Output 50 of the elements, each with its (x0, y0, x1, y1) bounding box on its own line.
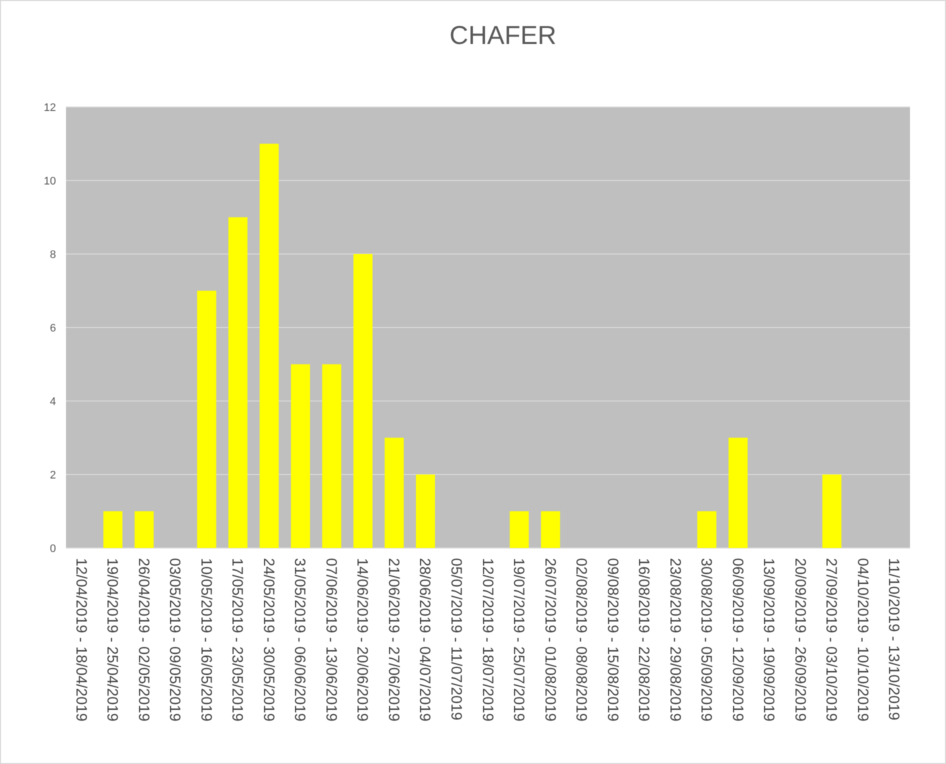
bar (322, 364, 342, 548)
bar (290, 364, 310, 548)
y-tick-label: 10 (44, 175, 56, 188)
x-tick-label: 13/09/2019 - 19/09/2019 (760, 558, 778, 722)
x-tick-label: 11/10/2019 - 13/10/2019 (885, 558, 902, 720)
bar (260, 144, 279, 548)
x-tick-label: 20/09/2019 - 26/09/2019 (791, 558, 808, 722)
x-tick-label: 19/04/2019 - 25/04/2019 (104, 558, 121, 722)
bar (228, 217, 248, 548)
x-tick-label: 14/06/2019 - 20/06/2019 (354, 558, 371, 722)
bar (134, 511, 154, 548)
x-tick-label: 26/04/2019 - 02/05/2019 (134, 558, 152, 722)
x-tick-label: 05/07/2019 - 11/07/2019 (447, 558, 464, 720)
y-tick-label: 12 (44, 102, 56, 114)
bar (728, 438, 748, 548)
x-tick-label: 30/08/2019 - 05/09/2019 (698, 558, 715, 722)
x-tick-label: 23/08/2019 - 29/08/2019 (666, 558, 684, 722)
x-tick-label: 19/07/2019 - 25/07/2019 (510, 558, 528, 722)
x-tick-label: 12/04/2019 - 18/04/2019 (72, 558, 90, 722)
y-tick-label: 0 (50, 542, 56, 555)
x-tick-label: 16/08/2019 - 22/08/2019 (635, 558, 652, 722)
bar (384, 438, 404, 548)
x-tick-label: 07/06/2019 - 13/06/2019 (322, 558, 340, 722)
bar (822, 474, 842, 548)
x-tick-label: 27/09/2019 - 03/10/2019 (822, 558, 840, 722)
x-tick-label: 09/08/2019 - 15/08/2019 (604, 558, 621, 722)
bar (197, 290, 216, 548)
bar (416, 474, 436, 548)
bar (510, 511, 529, 548)
y-tick-label: 4 (50, 396, 56, 408)
x-tick-label: 04/10/2019 - 10/10/2019 (854, 558, 871, 722)
bar (353, 254, 372, 548)
x-tick-label: 06/09/2019 - 12/09/2019 (728, 558, 746, 722)
x-tick-label: 10/05/2019 - 16/05/2019 (197, 558, 214, 722)
x-tick-label: 02/08/2019 - 08/08/2019 (572, 558, 590, 722)
x-tick-label: 12/07/2019 - 18/07/2019 (478, 558, 496, 722)
y-tick-label: 2 (50, 469, 56, 482)
y-tick-label: 8 (50, 248, 56, 261)
bar (103, 511, 122, 548)
chart-title: CHAFER (450, 20, 556, 50)
x-tick-label: 17/05/2019 - 23/05/2019 (228, 558, 246, 722)
x-tick-label: 26/07/2019 - 01/08/2019 (541, 558, 558, 722)
x-tick-label: 31/05/2019 - 06/06/2019 (291, 558, 308, 722)
bar (540, 511, 560, 548)
y-tick-label: 6 (50, 322, 56, 334)
x-tick-label: 21/06/2019 - 27/06/2019 (384, 558, 402, 722)
x-tick-label: 28/06/2019 - 04/07/2019 (416, 558, 434, 722)
x-tick-label: 24/05/2019 - 30/05/2019 (260, 558, 277, 722)
bar (697, 511, 716, 548)
x-tick-label: 03/05/2019 - 09/05/2019 (166, 558, 184, 722)
